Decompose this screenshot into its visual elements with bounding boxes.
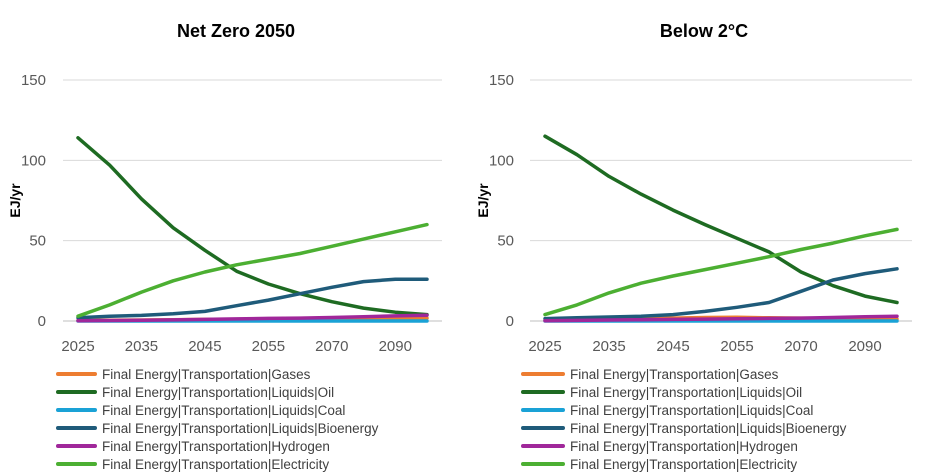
series-line-liquids-bioenergy — [76, 277, 429, 320]
x-tick-label: 2055 — [252, 338, 285, 355]
y-tick-label: 100 — [21, 152, 46, 169]
legend-label-electricity: Final Energy|Transportation|Electricity — [570, 457, 797, 472]
y-tick-label: 0 — [38, 313, 46, 330]
series-line-liquids-bioenergy — [543, 267, 899, 321]
legend-label-liquids-bioenergy: Final Energy|Transportation|Liquids|Bioe… — [102, 421, 379, 436]
x-tick-label: 2090 — [379, 338, 412, 355]
legend-label-liquids-oil: Final Energy|Transportation|Liquids|Oil — [570, 385, 802, 400]
series-line-liquids-oil — [543, 134, 899, 305]
series-line-hydrogen — [543, 314, 899, 323]
legend-label-hydrogen: Final Energy|Transportation|Hydrogen — [102, 439, 330, 454]
x-tick-label: 2070 — [784, 338, 817, 355]
legend-label-hydrogen: Final Energy|Transportation|Hydrogen — [570, 439, 798, 454]
legend-label-gases: Final Energy|Transportation|Gases — [570, 367, 779, 382]
chart-title: Below 2°C — [660, 21, 748, 41]
series-line-electricity — [543, 227, 899, 317]
legend-label-gases: Final Energy|Transportation|Gases — [102, 367, 311, 382]
y-tick-label: 100 — [489, 152, 514, 169]
legend-label-liquids-bioenergy: Final Energy|Transportation|Liquids|Bioe… — [570, 421, 847, 436]
series-line-hydrogen — [76, 313, 429, 323]
y-tick-label: 150 — [489, 72, 514, 89]
y-tick-label: 150 — [21, 72, 46, 89]
x-tick-label: 2035 — [592, 338, 625, 355]
chart-2: Below 2°C EJ/yr 0 50 100 150 2025 2035 2045 2055 2… — [475, 21, 912, 472]
legend-label-electricity: Final Energy|Transportation|Electricity — [102, 457, 329, 472]
x-tick-label: 2025 — [528, 338, 561, 355]
x-tick-label: 2090 — [848, 338, 881, 355]
chart-title: Net Zero 2050 — [177, 21, 295, 41]
legend-label-liquids-coal: Final Energy|Transportation|Liquids|Coal — [570, 403, 813, 418]
x-tick-label: 2045 — [188, 338, 221, 355]
legend-label-liquids-coal: Final Energy|Transportation|Liquids|Coal — [102, 403, 345, 418]
y-axis-label: EJ/yr — [475, 183, 491, 218]
x-tick-label: 2070 — [315, 338, 348, 355]
series-line-electricity — [76, 222, 429, 318]
y-tick-label: 0 — [506, 313, 514, 330]
series-line-liquids-oil — [76, 136, 429, 317]
x-tick-label: 2035 — [125, 338, 158, 355]
legend: Final Energy|Transportation|Gases Final E… — [521, 367, 847, 472]
chart-1: Net Zero 2050 EJ/yr 0 50 100 150 2025 2035 2045 2… — [7, 21, 442, 472]
x-tick-label: 2045 — [656, 338, 689, 355]
x-tick-label: 2025 — [61, 338, 94, 355]
x-tick-label: 2055 — [720, 338, 753, 355]
y-axis-label: EJ/yr — [7, 183, 23, 218]
y-tick-label: 50 — [29, 233, 46, 250]
legend-label-liquids-oil: Final Energy|Transportation|Liquids|Oil — [102, 385, 334, 400]
y-tick-label: 50 — [497, 233, 514, 250]
legend: Final Energy|Transportation|Gases Final E… — [56, 367, 379, 472]
